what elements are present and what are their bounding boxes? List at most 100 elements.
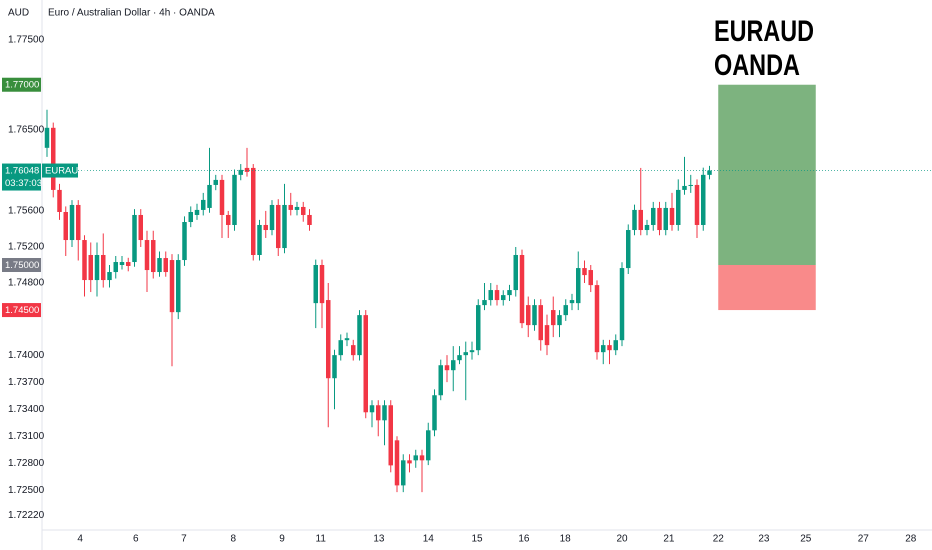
- candle-body: [163, 258, 168, 273]
- stop-label: 1.74500: [5, 305, 39, 316]
- candle-body: [119, 262, 125, 265]
- candle-body: [207, 184, 212, 208]
- candle-body: [132, 214, 137, 263]
- candle-body: [176, 260, 181, 313]
- x-tick-label: 20: [616, 534, 628, 545]
- y-tick-label: 1.74800: [8, 278, 45, 289]
- x-tick-label: 22: [713, 534, 725, 545]
- x-tick-label: 23: [758, 534, 770, 545]
- candle-body: [619, 268, 625, 341]
- candle-body: [201, 199, 206, 210]
- x-tick-label: 6: [133, 534, 139, 545]
- y-tick-label: 1.76500: [8, 124, 45, 135]
- candle-body: [251, 167, 256, 255]
- candle-body: [626, 230, 631, 269]
- candle-body: [169, 260, 175, 313]
- candle-body: [144, 240, 150, 271]
- candle-body: [82, 240, 87, 281]
- candle-body: [69, 204, 75, 241]
- candle-body: [226, 214, 231, 225]
- candle-body: [57, 189, 62, 212]
- symbol-tag: EURAUD: [45, 166, 85, 177]
- candle-body: [288, 204, 293, 210]
- countdown: 03:37:03: [5, 178, 42, 189]
- candle-body: [451, 360, 456, 371]
- candle-body: [413, 455, 418, 461]
- candle-body: [344, 338, 350, 341]
- candle-body: [657, 207, 662, 231]
- x-tick-label: 4: [77, 534, 83, 545]
- candle-body: [601, 345, 606, 353]
- x-tick-label: 9: [279, 534, 285, 545]
- candle-body: [482, 300, 487, 306]
- x-tick-label: 21: [663, 534, 675, 545]
- candle-body: [332, 355, 337, 379]
- candle-body: [182, 222, 187, 261]
- candle-body: [588, 270, 593, 286]
- candle-body: [51, 127, 56, 190]
- candle-body: [426, 430, 431, 461]
- candle-body: [494, 290, 500, 301]
- candle-body: [238, 169, 243, 175]
- candle-body: [594, 285, 600, 353]
- candle-body: [213, 179, 218, 185]
- candle-body: [232, 174, 237, 225]
- candle-body: [113, 262, 118, 273]
- candle-body: [394, 440, 400, 486]
- candle-body: [157, 258, 162, 273]
- candle-body: [94, 254, 100, 281]
- candle-body: [63, 212, 68, 241]
- candle-body: [557, 315, 562, 326]
- y-tick-label: 1.77500: [8, 34, 45, 45]
- x-tick-label: 11: [316, 534, 327, 545]
- candle-body: [107, 272, 112, 281]
- y-tick-label: 1.72500: [8, 485, 45, 496]
- candle-body: [263, 224, 268, 231]
- last-price-label: 1.76048: [5, 166, 39, 177]
- candle-body: [338, 340, 343, 356]
- candle-body: [257, 224, 262, 255]
- candle-body: [76, 204, 81, 241]
- target-label-bg: [2, 77, 41, 92]
- candle-body: [438, 365, 443, 396]
- candle-body: [513, 254, 518, 291]
- candle-body: [638, 209, 643, 231]
- candle-body: [244, 167, 250, 172]
- candle-body: [382, 405, 387, 421]
- candle-body: [551, 310, 556, 326]
- candle-body: [294, 206, 300, 210]
- candle-body: [538, 305, 543, 341]
- y-tick-label: 1.75200: [8, 242, 45, 253]
- candle-body: [576, 268, 581, 304]
- candle-body: [707, 170, 712, 175]
- x-tick-label: 28: [905, 534, 917, 545]
- y-tick-label: 1.74000: [8, 350, 45, 361]
- x-tick-label: 16: [518, 534, 530, 545]
- candle-body: [282, 204, 287, 249]
- candle-body: [407, 460, 412, 464]
- loss-zone: [718, 265, 816, 311]
- candle-body: [676, 189, 681, 225]
- symbol-tag-bg: [42, 163, 78, 178]
- chart-title: Euro / Australian Dollar · 4h · OANDA: [48, 8, 215, 19]
- candle-body: [682, 185, 687, 190]
- y-tick-label: 1.72800: [8, 458, 45, 469]
- candle-body: [644, 224, 650, 231]
- candle-body: [694, 184, 700, 225]
- candle-body: [651, 207, 656, 225]
- y-tick-label: 1.73700: [8, 377, 45, 388]
- candle-body: [669, 207, 675, 225]
- x-tick-label: 13: [373, 534, 385, 545]
- candle-body: [488, 290, 493, 301]
- target-label: 1.77000: [5, 80, 39, 91]
- candle-body: [569, 300, 575, 304]
- candle-body: [532, 305, 537, 326]
- candle-body: [388, 405, 393, 466]
- candle-body: [476, 305, 481, 351]
- candle-body: [688, 184, 693, 186]
- entry-label-bg: [2, 258, 41, 272]
- candle-body: [138, 214, 143, 241]
- y-tick-label: 1.73400: [8, 404, 45, 415]
- candle-body: [357, 315, 362, 356]
- candle-body: [269, 204, 275, 231]
